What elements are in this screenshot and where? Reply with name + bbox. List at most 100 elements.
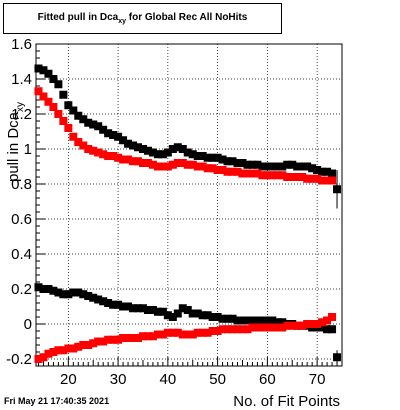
data-point-series-2: [258, 171, 267, 180]
data-point-series-4: [74, 342, 83, 351]
data-point-series-2: [278, 171, 287, 180]
data-point-series-3: [218, 314, 227, 323]
data-point-series-2: [298, 173, 307, 181]
data-point-series-1: [109, 131, 118, 139]
data-point-series-2: [178, 159, 187, 167]
data-point-series-3: [278, 318, 287, 327]
data-point-series-3: [188, 309, 197, 318]
data-point-series-1: [143, 146, 152, 155]
data-point-series-3: [34, 283, 43, 292]
data-point-series-2: [318, 176, 327, 185]
data-point-series-4: [228, 325, 237, 334]
data-point-series-4: [298, 321, 307, 330]
data-point-series-4: [218, 325, 227, 334]
data-point-series-4: [288, 321, 297, 330]
data-point-series-2: [208, 164, 217, 173]
data-point-series-4: [213, 327, 222, 335]
y-tick-label: 1.6: [11, 36, 32, 53]
data-point-series-4: [233, 325, 242, 334]
data-point-series-2: [153, 162, 162, 171]
data-point-series-1: [228, 157, 237, 166]
x-tick-label: 40: [160, 371, 177, 388]
y-tick-label: 1.2: [11, 106, 32, 123]
data-point-series-4: [188, 330, 197, 339]
data-point-series-2: [233, 167, 242, 176]
data-point-series-2: [79, 141, 88, 150]
data-point-series-1: [263, 162, 272, 171]
data-point-series-2: [198, 162, 207, 171]
data-point-series-1: [193, 152, 202, 160]
data-point-series-4: [79, 341, 88, 349]
data-point-series-4: [223, 325, 232, 334]
data-point-series-4: [148, 332, 157, 341]
data-point-series-3: [243, 316, 252, 325]
data-point-series-1: [268, 162, 277, 171]
data-point-series-3: [198, 311, 207, 320]
data-point-series-1: [318, 167, 327, 176]
data-point-series-4: [263, 323, 272, 332]
data-point-series-1: [89, 120, 98, 129]
data-point-series-1: [84, 118, 93, 127]
data-point-series-4: [59, 346, 68, 355]
data-point-series-4: [208, 327, 217, 335]
plot-frame: [35, 43, 343, 367]
data-point-series-4: [178, 330, 187, 339]
data-point-series-1: [323, 167, 332, 176]
data-point-series-2: [308, 174, 317, 183]
data-point-series-3: [49, 286, 58, 295]
data-point-series-4: [248, 323, 257, 332]
timestamp-footer: Fri May 21 17:40:35 2021: [4, 396, 110, 406]
data-point-series-3: [193, 309, 202, 318]
data-point-series-4: [114, 335, 123, 344]
data-point-series-4: [303, 320, 312, 328]
data-point-series-1: [34, 64, 43, 73]
data-point-series-2: [243, 169, 252, 178]
data-point-series-2: [34, 87, 43, 96]
data-point-series-2: [328, 176, 337, 185]
data-point-series-3: [59, 290, 68, 299]
data-point-series-1: [198, 152, 207, 160]
data-point-series-3: [79, 290, 88, 299]
data-point-series-3: [268, 316, 277, 325]
data-point-series-1: [303, 162, 312, 171]
data-point-series-1: [308, 164, 317, 173]
data-point-series-1: [173, 143, 182, 152]
data-point-series-4: [129, 334, 138, 342]
data-point-series-3: [89, 293, 98, 302]
data-point-series-1: [134, 143, 142, 152]
data-point-series-3: [138, 304, 147, 313]
data-point-series-4: [253, 323, 262, 332]
y-tick-label: 0.2: [11, 281, 32, 298]
y-tick-label: -0.2: [6, 351, 32, 368]
data-point-series-2: [248, 169, 257, 178]
data-point-series-2: [193, 162, 202, 171]
data-point-series-4: [193, 328, 202, 337]
data-point-series-3: [74, 288, 83, 297]
data-point-series-1: [79, 115, 88, 124]
data-point-series-3: [223, 314, 232, 323]
data-point-series-2: [49, 103, 58, 111]
y-axis-label: pull in Dcaxy: [5, 102, 26, 182]
data-point-series-2: [69, 132, 78, 141]
data-point-series-1: [208, 153, 217, 162]
data-point-series-1: [183, 148, 192, 157]
data-point-series-4: [313, 320, 322, 328]
data-point-series-3: [104, 299, 113, 307]
data-point-series-4: [89, 339, 98, 348]
data-point-series-1: [44, 69, 53, 78]
data-point-series-4: [124, 334, 133, 342]
data-point-series-2: [203, 164, 212, 173]
data-point-series-1: [49, 75, 58, 83]
data-point-series-2: [64, 124, 73, 132]
data-point-series-1: [258, 162, 267, 171]
data-point-series-1: [59, 90, 68, 99]
data-point-series-2: [238, 169, 247, 178]
data-point-series-4: [34, 355, 43, 363]
data-point-series-2: [303, 174, 312, 183]
data-point-series-3: [143, 306, 152, 314]
data-point-series-3: [263, 316, 272, 325]
data-point-series-1: [253, 160, 262, 169]
data-point-series-3: [109, 300, 118, 309]
data-point-series-1: [233, 159, 242, 167]
data-point-series-4: [168, 328, 177, 337]
